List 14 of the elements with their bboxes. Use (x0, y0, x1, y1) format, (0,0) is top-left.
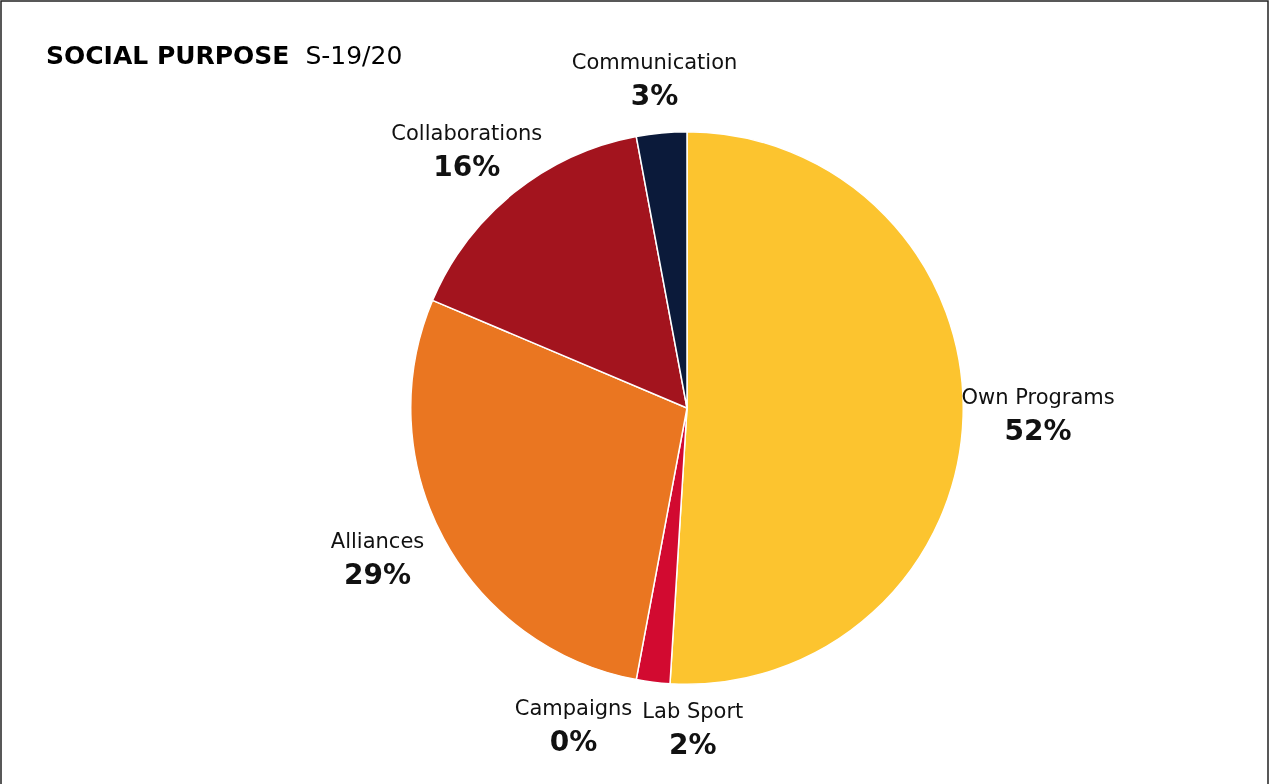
data-label: 16% (433, 149, 501, 183)
slice-label: Lab Sport (642, 698, 744, 723)
data-label: 3% (630, 79, 679, 113)
data-label: 52% (1004, 414, 1072, 448)
slice-label: Collaborations (391, 120, 543, 145)
slice-label: Alliances (330, 529, 425, 554)
data-label: 29% (344, 558, 412, 592)
chart-title: SOCIAL PURPOSE (46, 41, 290, 70)
category-label: Campaigns (514, 695, 633, 720)
slice-label: Own Programs (961, 385, 1115, 410)
text: 0% (549, 724, 598, 758)
chart-subtitle: S-19/20 (305, 41, 403, 70)
data-label: 2% (669, 727, 717, 761)
slice-label: Communication (571, 50, 738, 75)
